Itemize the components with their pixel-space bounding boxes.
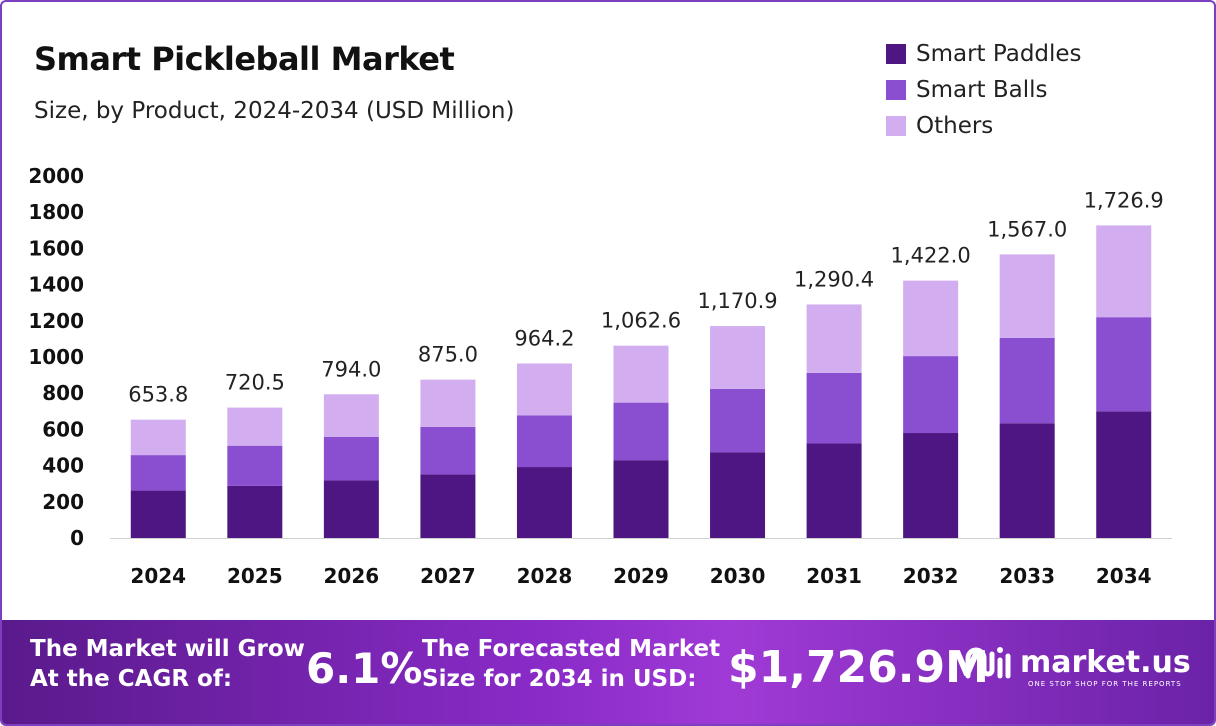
- bar-segment-others: [903, 280, 959, 357]
- bar-segment-others: [613, 345, 669, 403]
- bar-segment-smart-paddles: [613, 460, 669, 538]
- bar-segment-others: [130, 419, 186, 456]
- market-us-logo-icon: [965, 647, 1011, 679]
- cagr-label: The Market will Grow At the CAGR of:: [30, 634, 310, 694]
- data-label: 875.0: [418, 343, 478, 367]
- x-tick-label: 2026: [324, 564, 380, 588]
- forecast-label-line2: Size for 2034 in USD:: [422, 666, 697, 692]
- x-tick-label: 2024: [130, 564, 186, 588]
- y-tick-label: 800: [42, 381, 84, 405]
- bar-segment-smart-paddles: [130, 490, 186, 538]
- legend-label-smart-paddles: Smart Paddles: [916, 41, 1082, 67]
- y-tick-label: 1800: [28, 200, 84, 224]
- bar-segment-smart-balls: [806, 372, 862, 444]
- legend-label-others: Others: [916, 113, 994, 139]
- y-tick-label: 0: [70, 526, 84, 550]
- bar-segment-smart-paddles: [516, 467, 572, 538]
- y-tick-label: 600: [42, 417, 84, 441]
- y-tick-label: 2000: [28, 164, 84, 188]
- data-label: 794.0: [321, 357, 381, 381]
- brand-tagline: ONE STOP SHOP FOR THE REPORTS: [1028, 680, 1182, 688]
- data-label: 1,567.0: [987, 217, 1067, 241]
- bar-segment-smart-balls: [323, 437, 379, 481]
- legend-item-others: Others: [886, 108, 1082, 144]
- x-tick-label: 2033: [999, 564, 1055, 588]
- bar-segment-others: [516, 363, 572, 416]
- cagr-label-line2: At the CAGR of:: [30, 666, 233, 692]
- bar-segment-smart-balls: [613, 402, 669, 461]
- bar-segment-smart-balls: [420, 426, 476, 475]
- y-tick-label: 1200: [28, 309, 84, 333]
- x-tick-label: 2032: [903, 564, 959, 588]
- data-label: 1,062.6: [601, 309, 681, 333]
- brand-logo[interactable]: market.us: [962, 642, 1191, 682]
- legend-swatch-smart-paddles: [886, 44, 906, 64]
- stacked-bar-chart: 0 200 400 600 800 1000 1200 1400 1600 1800 2000 653…: [28, 164, 1172, 588]
- bar-segment-smart-balls: [516, 415, 572, 468]
- y-tick-label: 400: [42, 454, 84, 478]
- y-tick-label: 200: [42, 490, 84, 514]
- bar-segment-smart-paddles: [806, 443, 862, 538]
- bar-segment-smart-balls: [1096, 317, 1152, 412]
- bar-segment-smart-paddles: [420, 474, 476, 538]
- bar-segment-others: [1096, 225, 1152, 318]
- forecast-label: The Forecasted Market Size for 2034 in U…: [422, 634, 722, 694]
- x-tick-label: 2031: [806, 564, 862, 588]
- brand-name: market.us: [1020, 644, 1191, 680]
- bar-segment-smart-paddles: [1096, 411, 1152, 538]
- forecast-value: $1,726.9M: [728, 642, 989, 693]
- forecast-label-line1: The Forecasted Market: [422, 636, 721, 662]
- bar-segment-smart-balls: [710, 388, 766, 453]
- data-label: 653.8: [128, 383, 188, 407]
- x-tick-label: 2027: [420, 564, 476, 588]
- summary-banner: The Market will Grow At the CAGR of: 6.1…: [2, 620, 1214, 724]
- x-tick-label: 2029: [613, 564, 669, 588]
- x-tick-label: 2025: [227, 564, 283, 588]
- bar-segment-smart-paddles: [999, 423, 1055, 538]
- legend-swatch-others: [886, 116, 906, 136]
- chart-title: Smart Pickleball Market: [34, 40, 455, 78]
- bar-segment-others: [806, 304, 862, 373]
- data-label: 1,422.0: [891, 244, 971, 268]
- legend-item-smart-balls: Smart Balls: [886, 72, 1082, 108]
- cagr-label-line1: The Market will Grow: [30, 636, 305, 662]
- bar-segment-others: [323, 394, 379, 438]
- chart-subtitle: Size, by Product, 2024-2034 (USD Million…: [34, 98, 515, 124]
- bar-segment-smart-balls: [130, 455, 186, 491]
- bar-segment-others: [710, 326, 766, 389]
- bar-segment-smart-paddles: [710, 452, 766, 538]
- bar-segment-smart-paddles: [903, 433, 959, 538]
- bar-segment-others: [420, 379, 476, 427]
- bar-segment-smart-paddles: [227, 485, 283, 538]
- bar-segment-smart-balls: [903, 356, 959, 434]
- x-tick-label: 2028: [517, 564, 573, 588]
- data-label: 1,726.9: [1084, 188, 1164, 212]
- data-label: 964.2: [514, 326, 574, 350]
- x-tick-label: 2030: [710, 564, 766, 588]
- bar-segment-smart-balls: [999, 337, 1055, 424]
- bar-segment-smart-paddles: [323, 480, 379, 538]
- x-tick-label: 2034: [1096, 564, 1152, 588]
- y-tick-label: 1600: [28, 236, 84, 260]
- legend-swatch-smart-balls: [886, 80, 906, 100]
- bar-segment-others: [999, 254, 1055, 338]
- cagr-value: 6.1%: [306, 644, 423, 693]
- y-tick-label: 1400: [28, 273, 84, 297]
- bar-segment-smart-balls: [227, 445, 283, 486]
- legend-item-smart-paddles: Smart Paddles: [886, 36, 1082, 72]
- data-label: 1,290.4: [794, 267, 874, 291]
- legend-label-smart-balls: Smart Balls: [916, 77, 1048, 103]
- legend: Smart Paddles Smart Balls Others: [886, 36, 1082, 144]
- data-label: 720.5: [225, 371, 285, 395]
- bar-segment-others: [227, 407, 283, 446]
- data-label: 1,170.9: [697, 289, 777, 313]
- y-tick-label: 1000: [28, 345, 84, 369]
